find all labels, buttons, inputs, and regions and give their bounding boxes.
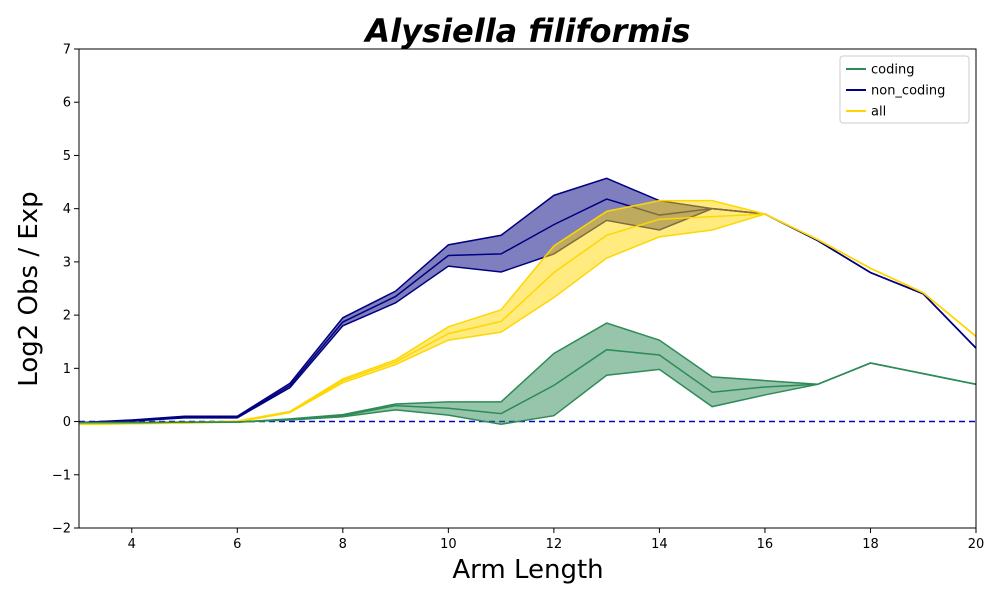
x-tick-label: 14 (651, 537, 668, 552)
x-tick-label: 8 (339, 537, 347, 552)
x-tick-label: 6 (233, 537, 241, 552)
legend-label-all: all (871, 105, 886, 120)
y-tick-label: 0 (63, 415, 71, 430)
line-mean-coding (79, 348, 976, 424)
band-coding (79, 323, 976, 425)
y-axis-title: Log2 Obs / Exp (14, 191, 44, 386)
y-tick-label: 2 (63, 309, 71, 324)
y-tick-label: 4 (63, 202, 71, 217)
band-non-coding (79, 178, 976, 423)
y-tick-label: −1 (52, 468, 71, 483)
y-tick-label: 6 (63, 96, 71, 111)
y-tick-label: 5 (63, 149, 71, 164)
y-tick-label: 1 (63, 362, 71, 377)
legend-box (839, 55, 970, 124)
plot-frame (78, 48, 977, 529)
legend-label-coding: coding (871, 63, 914, 78)
legend-label-non-coding: non_coding (871, 84, 945, 99)
plot-area (79, 177, 976, 425)
chart-title: Alysiella filiformis (362, 12, 690, 50)
x-tick-label: 20 (968, 537, 985, 552)
x-tick-label: 18 (862, 537, 879, 552)
line-mean-non-coding (79, 198, 976, 424)
x-axis-title: Arm Length (452, 555, 603, 585)
y-tick-label: 3 (63, 255, 71, 270)
x-tick-label: 12 (546, 537, 563, 552)
y-tick-label: 7 (63, 43, 71, 58)
x-tick-label: 16 (757, 537, 774, 552)
band-all (79, 200, 976, 425)
x-tick-label: 4 (128, 537, 136, 552)
plot-content (79, 177, 976, 425)
x-tick-label: 10 (440, 537, 457, 552)
y-tick-label: −2 (52, 522, 71, 537)
